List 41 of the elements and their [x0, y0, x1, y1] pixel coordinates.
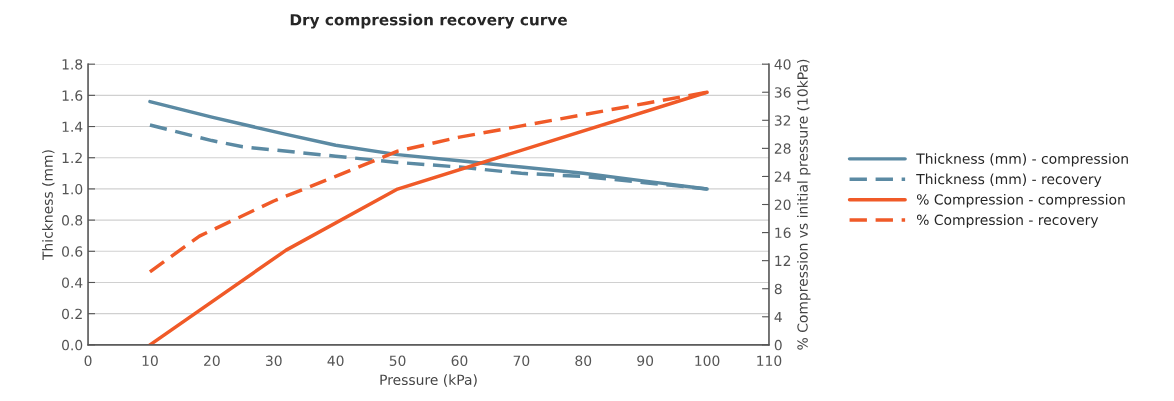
- x-tick-label: 90: [637, 355, 654, 367]
- legend-label: % Compression - compression: [916, 193, 1125, 208]
- y-tick-label: 0.6: [62, 246, 83, 257]
- y2-tick-label: 0: [774, 339, 782, 351]
- x-axis-title: Pressure (kPa): [380, 374, 477, 387]
- y-tick-label: 1.8: [62, 59, 83, 70]
- y2-tick-label: 16: [775, 227, 791, 239]
- y2-tick-label: 36: [774, 87, 791, 98]
- x-tick-label: 20: [204, 355, 220, 367]
- legend-label: Thickness (mm) - recovery: [916, 173, 1102, 187]
- y-tick-label: 1.4: [62, 121, 83, 132]
- y2-tick-label: 8: [774, 283, 782, 295]
- y2-tick-label: 4: [774, 311, 782, 323]
- y-tick-label: 0.0: [62, 339, 83, 351]
- x-tick-label: 60: [451, 355, 468, 367]
- y-tick-label: 0.2: [62, 308, 82, 320]
- y2-tick-label: 24: [774, 171, 791, 182]
- y-tick-label: 0.4: [62, 277, 83, 288]
- x-tick-label: 80: [575, 355, 592, 367]
- x-tick-label: 70: [513, 355, 530, 367]
- x-tick-label: 100: [695, 355, 720, 367]
- chart-title: Dry compression recovery curve: [290, 13, 567, 29]
- legend-label: Thickness (mm) - compression: [916, 153, 1128, 167]
- y2-tick-label: 40: [774, 59, 791, 70]
- x-tick-label: 10: [142, 355, 158, 367]
- y-tick-label: 1.0: [62, 183, 83, 195]
- y2-axis-title: % Compression vs initial pressure (10kPa): [797, 59, 811, 350]
- y2-tick-label: 12: [775, 255, 791, 266]
- y2-tick-label: 20: [774, 199, 791, 210]
- x-tick-label: 110: [757, 355, 782, 367]
- y-tick-label: 0.8: [62, 215, 83, 226]
- x-tick-label: 50: [389, 355, 406, 367]
- x-tick-label: 40: [327, 355, 344, 367]
- x-tick-label: 0: [84, 355, 92, 367]
- y-tick-label: 1.6: [62, 90, 83, 101]
- y2-tick-label: 32: [774, 115, 791, 126]
- legend-label: % Compression - recovery: [916, 214, 1099, 228]
- y2-tick-label: 28: [774, 143, 791, 154]
- x-tick-label: 30: [265, 355, 282, 367]
- y-tick-label: 1.2: [62, 152, 82, 163]
- y-axis-title: Thickness (mm): [42, 150, 55, 261]
